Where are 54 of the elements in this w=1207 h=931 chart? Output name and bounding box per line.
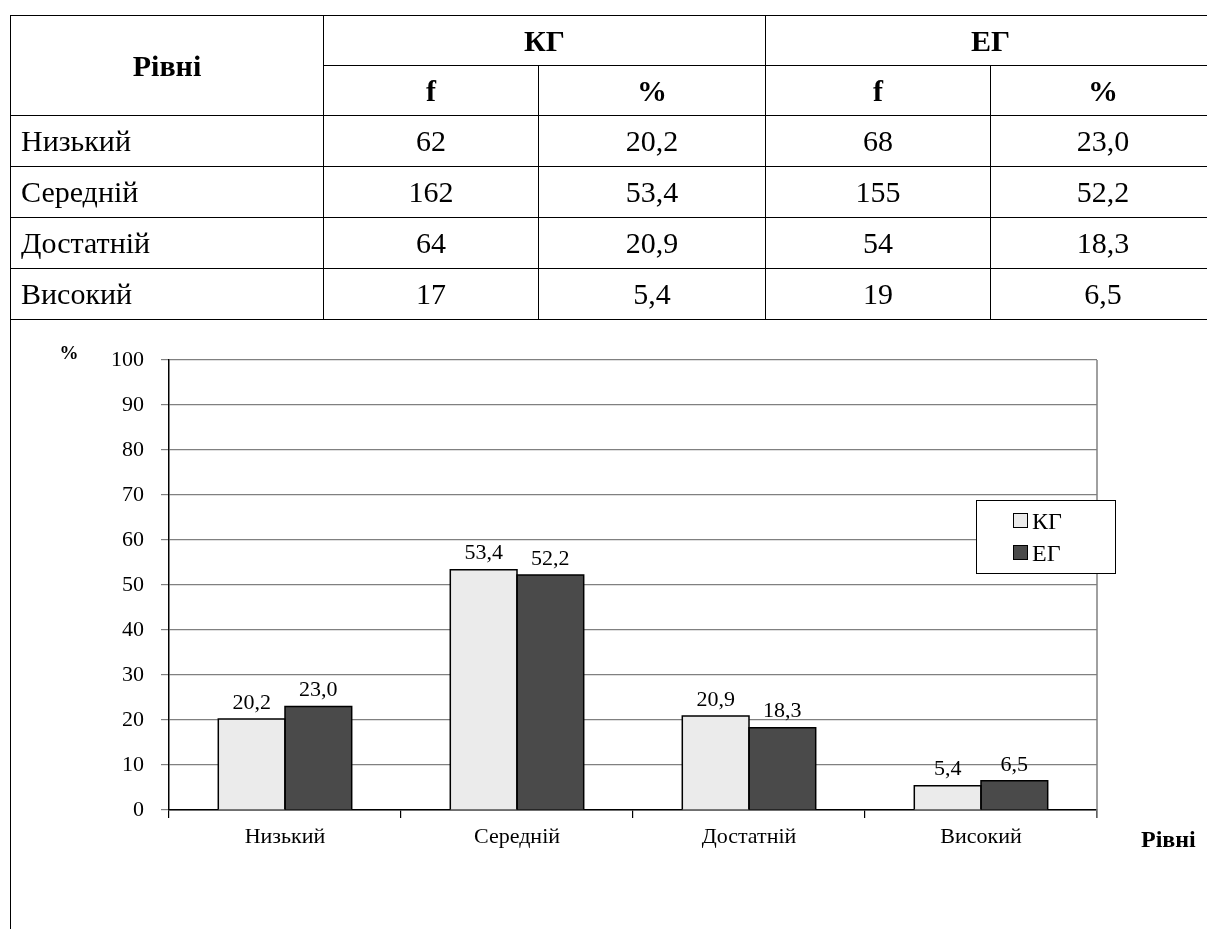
data-label: 23,0	[299, 676, 338, 702]
x-tick-label: Низький	[244, 822, 326, 848]
data-label: 20,9	[696, 685, 735, 711]
data-label: 52,2	[531, 544, 570, 570]
data-label: 6,5	[1000, 750, 1029, 776]
data-label: 23,0	[1076, 124, 1130, 157]
data-label: 5,4	[933, 755, 962, 781]
y-tick-label: 60	[122, 525, 144, 551]
data-label: 162	[408, 175, 454, 208]
text: КГ	[524, 23, 565, 57]
data-label: 19	[863, 277, 893, 310]
y-tick-label: 20	[122, 705, 144, 731]
y-tick-label: 100	[111, 345, 144, 371]
data-label: 64	[416, 226, 446, 259]
data-label: 52,2	[1076, 175, 1130, 208]
category-label: Низький	[21, 124, 131, 157]
y-axis-title: %	[59, 341, 79, 363]
data-label: 5,4	[633, 277, 671, 310]
x-tick-label: Достатній	[701, 822, 797, 848]
data-label: 20,2	[232, 688, 271, 714]
data-label: 53,4	[625, 175, 679, 208]
data-label: 17	[416, 277, 446, 310]
text: %	[1088, 73, 1118, 107]
data-label: 20,2	[625, 124, 679, 157]
x-tick-label: Середній	[473, 822, 561, 848]
y-tick-label: 50	[122, 570, 144, 596]
data-label: 53,4	[464, 539, 503, 565]
y-tick-label: 0	[133, 795, 144, 821]
category-label: Високий	[21, 277, 133, 310]
category-label: Середній	[21, 175, 139, 208]
text: ЕГ	[970, 23, 1011, 57]
data-label: 54	[863, 226, 893, 259]
category-label: Достатній	[21, 226, 151, 259]
data-label: 18,3	[1076, 226, 1130, 259]
text: f	[426, 73, 436, 107]
data-label: 6,5	[1084, 277, 1122, 310]
y-tick-label: 30	[122, 660, 144, 686]
x-axis-title: Рівні	[1141, 826, 1197, 853]
y-tick-label: 40	[122, 615, 144, 641]
y-tick-label: 10	[122, 750, 144, 776]
data-label: 62	[416, 124, 446, 157]
data-label: 20,9	[625, 226, 679, 259]
text: f	[873, 73, 883, 107]
data-label: 155	[855, 175, 901, 208]
legend-label: ЕГ	[1032, 538, 1061, 568]
data-label: 18,3	[763, 697, 802, 723]
text: %	[637, 73, 667, 107]
x-tick-label: Високий	[940, 822, 1022, 848]
y-tick-label: 70	[122, 480, 144, 506]
data-label: 68	[863, 124, 893, 157]
y-tick-label: 80	[122, 435, 144, 461]
y-tick-label: 90	[122, 390, 144, 416]
text: Рівні	[132, 48, 202, 82]
legend-label: КГ	[1032, 506, 1062, 536]
